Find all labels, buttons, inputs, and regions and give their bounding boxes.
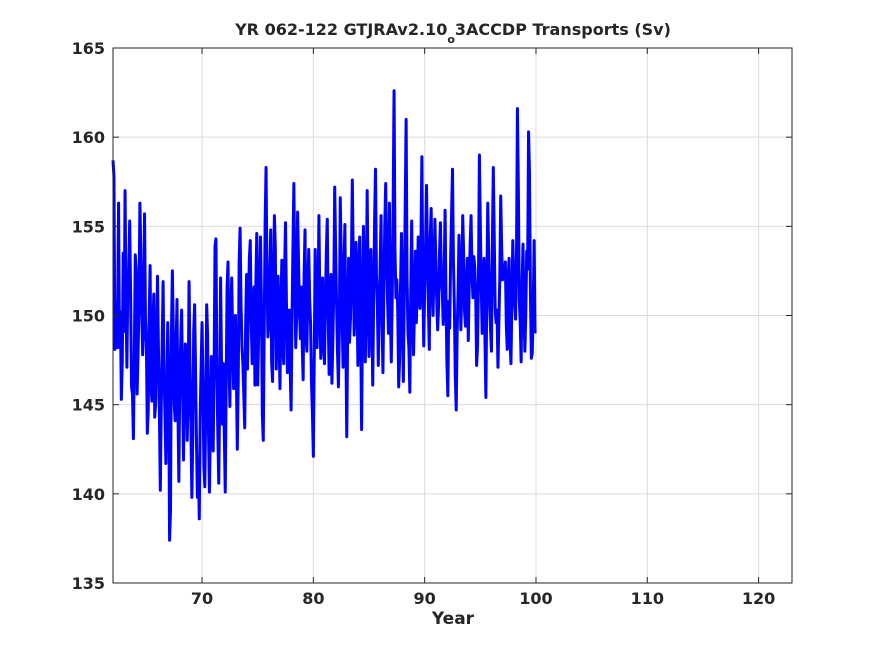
y-tick-label: 160 <box>72 128 105 147</box>
chart-title-main: YR 062-122 GTJRAv2.10 <box>234 20 447 39</box>
x-axis-label: Year <box>431 609 475 629</box>
y-tick-label: 140 <box>72 485 105 504</box>
y-tick-label: 150 <box>72 307 105 326</box>
x-tick-label: 120 <box>742 589 775 608</box>
y-tick-label: 165 <box>72 39 105 58</box>
x-tick-label: 100 <box>519 589 552 608</box>
x-tick-labels: 70 80 90 100 110 120 <box>191 589 775 608</box>
chart-title-subscript: o <box>447 33 455 46</box>
x-tick-label: 90 <box>414 589 436 608</box>
series-group <box>111 89 537 542</box>
y-tick-label: 145 <box>72 396 105 415</box>
x-tick-label: 110 <box>631 589 664 608</box>
y-tick-labels: 135 140 145 150 155 160 165 <box>72 39 105 593</box>
x-tick-label: 70 <box>191 589 213 608</box>
tick-marks <box>113 47 792 584</box>
y-tick-label: 135 <box>72 574 105 593</box>
chart-title-rest: 3ACCDP Transports (Sv) <box>455 20 671 39</box>
x-tick-label: 80 <box>302 589 324 608</box>
transport-series-line <box>111 89 537 542</box>
y-tick-label: 155 <box>72 217 105 236</box>
chart-title: YR 062-122 GTJRAv2.10o3ACCDP Transports … <box>234 20 671 46</box>
